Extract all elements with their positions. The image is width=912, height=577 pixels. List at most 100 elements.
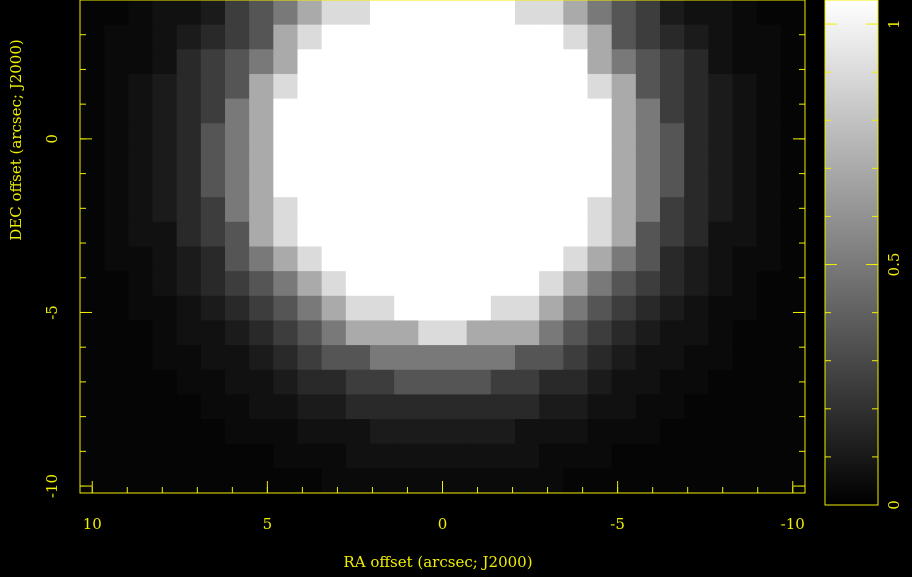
pixel — [587, 443, 613, 469]
pixel — [587, 0, 613, 26]
pixel — [370, 123, 395, 149]
pixel — [466, 73, 492, 100]
pixel — [756, 419, 782, 445]
pixel — [490, 443, 516, 469]
pixel — [563, 147, 589, 174]
pixel — [684, 246, 709, 272]
pixel — [394, 419, 419, 445]
pixel — [345, 295, 371, 322]
pixel — [297, 147, 323, 174]
pixel — [466, 221, 492, 248]
pixel — [442, 197, 468, 223]
pixel — [684, 73, 709, 100]
pixel — [80, 123, 105, 149]
pixel — [708, 394, 734, 420]
pixel — [466, 246, 492, 272]
pixel — [249, 419, 274, 445]
pixel — [249, 468, 274, 494]
pixel — [611, 419, 637, 445]
pixel — [563, 394, 589, 420]
pixel — [321, 172, 347, 198]
pixel — [104, 221, 129, 248]
pixel — [635, 221, 661, 248]
pixel — [176, 443, 202, 469]
pixel — [176, 98, 202, 124]
pixel — [345, 369, 371, 395]
pixel — [708, 147, 734, 174]
pixel — [635, 24, 661, 50]
pixel — [321, 123, 347, 149]
pixel — [345, 345, 371, 371]
pixel — [539, 98, 564, 124]
pixel — [780, 0, 806, 26]
pixel — [394, 443, 419, 469]
pixel — [442, 73, 468, 100]
pixel — [104, 394, 129, 420]
pixel — [442, 172, 468, 198]
pixel — [418, 443, 444, 469]
pixel — [490, 73, 516, 100]
pixel — [128, 98, 154, 124]
pixel — [345, 320, 371, 346]
pixel — [418, 0, 444, 26]
pixel — [587, 123, 613, 149]
pixel — [466, 295, 492, 322]
pixel — [80, 419, 105, 445]
pixel — [442, 123, 468, 149]
pixel — [587, 147, 613, 174]
pixel — [200, 394, 226, 420]
pixel — [128, 295, 154, 322]
pixel — [418, 419, 444, 445]
pixel — [539, 172, 564, 198]
pixel — [176, 246, 202, 272]
pixel — [297, 468, 323, 494]
pixel — [128, 468, 154, 494]
pixel — [466, 24, 492, 50]
pixel — [225, 24, 250, 50]
pixel — [225, 369, 250, 395]
pixel — [297, 221, 323, 248]
pixel — [539, 73, 564, 100]
pixel — [756, 295, 782, 322]
pixel — [635, 295, 661, 322]
pixel — [370, 172, 395, 198]
pixel — [249, 49, 274, 75]
pixel — [611, 246, 637, 272]
pixel — [249, 295, 274, 322]
pixel — [563, 271, 589, 297]
pixel — [104, 98, 129, 124]
pixel — [490, 123, 516, 149]
pixel — [152, 419, 178, 445]
pixel — [660, 73, 685, 100]
pixel — [128, 197, 154, 223]
pixel — [370, 24, 395, 50]
pixel — [708, 468, 734, 494]
pixel — [176, 320, 202, 346]
pixel — [297, 295, 323, 322]
pixel — [249, 320, 274, 346]
pixel — [684, 419, 709, 445]
pixel — [418, 172, 444, 198]
pixel — [756, 246, 782, 272]
pixel — [490, 468, 516, 494]
pixel — [321, 73, 347, 100]
colorbar-tick-label: 1 — [885, 19, 903, 29]
pixel — [539, 49, 564, 75]
pixel — [370, 295, 395, 322]
pixel — [780, 443, 806, 469]
pixel — [466, 172, 492, 198]
pixel — [490, 24, 516, 50]
pixel — [563, 419, 589, 445]
pixel — [297, 369, 323, 395]
pixel — [442, 443, 468, 469]
pixel — [370, 221, 395, 248]
x-axis-label: RA offset (arcsec; J2000) — [343, 553, 532, 571]
pixel — [297, 172, 323, 198]
pixel — [563, 98, 589, 124]
pixel — [321, 369, 347, 395]
pixel — [176, 345, 202, 371]
pixel — [225, 98, 250, 124]
pixel — [684, 98, 709, 124]
pixel — [128, 419, 154, 445]
pixel — [442, 468, 468, 494]
